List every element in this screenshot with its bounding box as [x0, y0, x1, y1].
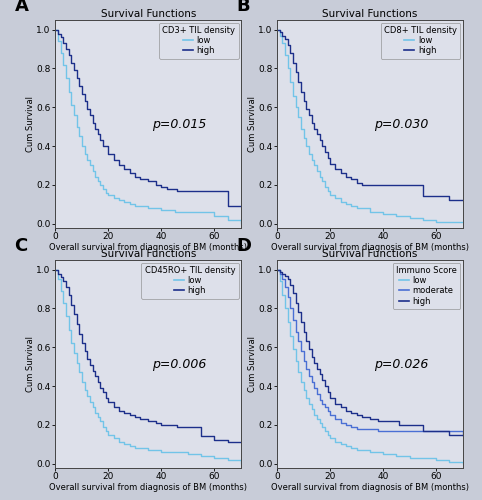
Legend: low, high: low, high — [159, 22, 239, 59]
X-axis label: Overall survival from diagnosis of BM (months): Overall survival from diagnosis of BM (m… — [271, 483, 469, 492]
Legend: low, high: low, high — [141, 262, 239, 298]
Y-axis label: Cum Survival: Cum Survival — [26, 336, 35, 392]
Text: p=0.026: p=0.026 — [374, 358, 428, 370]
Title: Survival Functions: Survival Functions — [322, 9, 417, 19]
Text: B: B — [236, 0, 250, 15]
X-axis label: Overall survival from diagnosis of BM (months): Overall survival from diagnosis of BM (m… — [49, 243, 247, 252]
Y-axis label: Cum Survival: Cum Survival — [248, 336, 256, 392]
Y-axis label: Cum Survival: Cum Survival — [248, 96, 256, 152]
X-axis label: Overall survival from diagnosis of BM (months): Overall survival from diagnosis of BM (m… — [49, 483, 247, 492]
Legend: low, high: low, high — [381, 22, 460, 59]
Legend: low, moderate, high: low, moderate, high — [393, 262, 460, 309]
Text: C: C — [14, 237, 27, 255]
Title: Survival Functions: Survival Functions — [322, 249, 417, 259]
Text: p=0.030: p=0.030 — [374, 118, 428, 130]
Y-axis label: Cum Survival: Cum Survival — [26, 96, 35, 152]
Text: p=0.015: p=0.015 — [152, 118, 206, 130]
Text: A: A — [14, 0, 28, 15]
Title: Survival Functions: Survival Functions — [101, 249, 196, 259]
X-axis label: Overall survival from diagnosis of BM (months): Overall survival from diagnosis of BM (m… — [271, 243, 469, 252]
Text: D: D — [236, 237, 251, 255]
Text: p=0.006: p=0.006 — [152, 358, 206, 370]
Title: Survival Functions: Survival Functions — [101, 9, 196, 19]
